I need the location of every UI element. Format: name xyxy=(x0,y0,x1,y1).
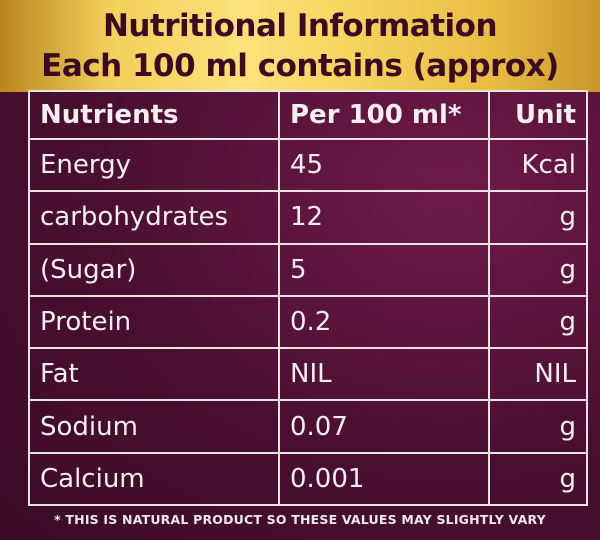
nutrient-name: carbohydrates xyxy=(28,190,280,245)
nutrient-unit: g xyxy=(488,294,588,350)
table-row: Sodium 0.07 g xyxy=(28,399,588,454)
nutrient-unit: g xyxy=(488,451,588,507)
table-row: (Sugar) 5 g xyxy=(28,242,588,297)
column-header-unit: Unit xyxy=(488,90,588,140)
table-row: Energy 45 Kcal xyxy=(28,137,588,193)
nutrient-unit: Kcal xyxy=(488,137,588,193)
nutrient-name: Energy xyxy=(28,137,280,193)
nutrient-value: 0.001 xyxy=(278,451,490,507)
table-row: Fat NIL NIL xyxy=(28,347,588,402)
nutrient-name: Protein xyxy=(28,294,280,350)
nutrient-value: 0.07 xyxy=(278,399,490,454)
nutrient-value: NIL xyxy=(278,347,490,402)
nutrition-table: Nutrients Per 100 ml* Unit Energy 45 Kca… xyxy=(28,90,588,507)
nutrient-value: 0.2 xyxy=(278,294,490,350)
nutrient-value: 12 xyxy=(278,190,490,245)
nutrient-value: 5 xyxy=(278,242,490,297)
table-row: carbohydrates 12 g xyxy=(28,190,588,245)
footnote: * THIS IS NATURAL PRODUCT SO THESE VALUE… xyxy=(54,512,546,527)
nutrient-unit: NIL xyxy=(488,347,588,402)
table-row: Protein 0.2 g xyxy=(28,294,588,350)
column-header-nutrients: Nutrients xyxy=(28,90,280,140)
label-subtitle: Each 100 ml contains (approx) xyxy=(41,48,559,84)
nutrient-unit: g xyxy=(488,190,588,245)
table-header-row: Nutrients Per 100 ml* Unit xyxy=(28,90,588,140)
header-banner: Nutritional Information Each 100 ml cont… xyxy=(0,0,600,92)
table-row: Calcium 0.001 g xyxy=(28,451,588,507)
nutrient-unit: g xyxy=(488,242,588,297)
label-title: Nutritional Information xyxy=(102,8,498,44)
nutrient-name: Fat xyxy=(28,347,280,402)
column-header-per-100ml: Per 100 ml* xyxy=(278,90,490,140)
nutrient-name: (Sugar) xyxy=(28,242,280,297)
nutrient-name: Calcium xyxy=(28,451,280,507)
nutrient-unit: g xyxy=(488,399,588,454)
nutrient-name: Sodium xyxy=(28,399,280,454)
nutrient-value: 45 xyxy=(278,137,490,193)
